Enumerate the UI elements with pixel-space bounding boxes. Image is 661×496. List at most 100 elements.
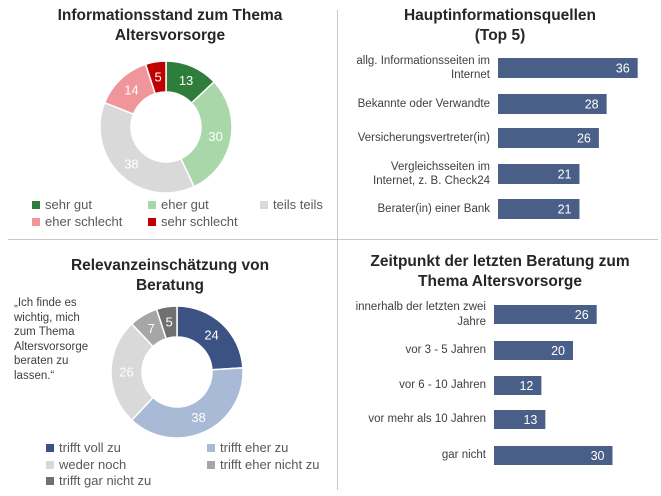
relevanz-title-line1: Relevanzeinschätzung von [70, 257, 270, 274]
legend-label: eher schlecht [45, 214, 123, 229]
legend-label: sehr gut [45, 197, 92, 212]
bar-value-label: 21 [558, 203, 572, 217]
donut-slice-trifft-eher-zu [130, 367, 244, 439]
bar-berater-in-einer-bank [498, 199, 580, 219]
donut-label-eher-schlecht: 14 [124, 83, 138, 98]
bar-value-label: 20 [551, 344, 565, 358]
relevanz-title-line2: Beratung [135, 277, 205, 294]
donut-label-trifft-eher-zu: 38 [191, 410, 205, 425]
legend-item-sehr-gut: sehr gut [32, 197, 92, 213]
legend-label: weder noch [59, 457, 127, 472]
donut-slice-eher-gut [179, 80, 233, 188]
legend-item-teils-teils: teils teils [260, 197, 323, 213]
legend-label: trifft voll zu [59, 440, 121, 455]
legend-item-sehr-schlecht: sehr schlecht [148, 214, 238, 230]
legend-item-weder-noch: weder noch [46, 457, 126, 473]
legend-label: trifft eher zu [220, 440, 289, 455]
bar-category-label-line: Bekannte oder Verwandte [357, 97, 490, 110]
legend-item-eher-gut: eher gut [148, 197, 209, 213]
bar-value-label: 28 [585, 98, 599, 112]
bar-value-label: 36 [616, 62, 630, 76]
bar-category-label-line: Berater(in) einer Bank [377, 202, 491, 215]
bar-value-label: 26 [577, 132, 591, 146]
bar-category-label-line: innerhalb der letzten zwei [355, 301, 486, 313]
bar-category-label: vor 6 - 10 Jahren [340, 378, 486, 393]
bar-category-label: Bekannte oder Verwandte [340, 97, 490, 112]
donut-label-teils-teils: 38 [124, 156, 138, 171]
bar-category-label-line: Versicherungsvertreter(in) [357, 131, 490, 144]
legend-swatch [260, 200, 268, 209]
bar-allg-informationsseiten-im-internet [498, 58, 638, 78]
legend-item-trifft-gar-nicht-zu: trifft gar nicht zu [46, 473, 151, 489]
bar-vor-mehr-als-10-jahren [494, 410, 546, 429]
info-chart-title: Informationsstand zum Thema Altersvorsor… [10, 6, 330, 46]
legend-label: sehr schlecht [161, 214, 238, 229]
bar-value-label: 26 [575, 308, 589, 322]
bar-category-label: gar nicht [340, 448, 486, 463]
legend-swatch [148, 217, 156, 226]
legend-label: eher gut [161, 197, 209, 212]
legend-swatch [46, 476, 54, 485]
donut-slice-sehr-schlecht [144, 60, 167, 95]
legend-item-trifft-voll-zu: trifft voll zu [46, 440, 121, 456]
legend-item-trifft-eher-nicht-zu: trifft eher nicht zu [207, 457, 319, 473]
vertical-divider [337, 10, 338, 490]
bar-bekannte-oder-verwandte [498, 94, 607, 114]
zeitpunkt-title-line2: Thema Altersvorsorge [418, 273, 582, 290]
bar-versicherungsvertreter-in [498, 128, 599, 148]
info-title-line1: Informationsstand zum Thema [57, 7, 283, 24]
horizontal-divider [8, 239, 658, 240]
legend-label: trifft eher nicht zu [220, 457, 320, 472]
bar-value-label: 12 [519, 379, 533, 393]
donut-label-trifft-voll-zu: 24 [204, 328, 218, 343]
legend-swatch [46, 443, 54, 452]
legend-label: teils teils [273, 197, 323, 212]
bar-category-label: vor mehr als 10 Jahren [340, 412, 486, 427]
bar-category-label-line: vor mehr als 10 Jahren [368, 413, 486, 426]
donut-label-trifft-eher-nicht-zu: 7 [148, 321, 155, 336]
bar-category-label: innerhalb der letzten zwei Jahre [340, 300, 486, 329]
bar-category-label: Berater(in) einer Bank [340, 202, 491, 217]
legend-swatch [207, 460, 215, 469]
bar-innerhalb-der-letzten-zwei-jahre [494, 305, 597, 324]
bar-category-label-line: Jahre [457, 315, 486, 328]
legend-label: trifft gar nicht zu [59, 473, 152, 488]
zeitpunkt-chart-title: Zeitpunkt der letzten Beratung zum Thema… [345, 252, 655, 292]
donut-slice-teils-teils [99, 101, 196, 194]
quellen-title-line2: (Top 5) [474, 27, 526, 44]
bar-gar-nicht [494, 446, 613, 465]
legend-swatch [46, 460, 54, 469]
legend-swatch [148, 200, 156, 209]
bar-category-label-line: vor 6 - 10 Jahren [399, 379, 486, 392]
bar-vor-6-10-jahren [494, 376, 542, 395]
relevanz-chart-title: Relevanzeinschätzung von Beratung [10, 256, 330, 296]
bar-value-label: 30 [591, 449, 605, 463]
legend-swatch [32, 200, 40, 209]
bar-value-label: 21 [558, 168, 572, 182]
bar-category-label-line: Internet [451, 69, 490, 81]
bar-category-label: Versicherungsvertreter(in) [340, 131, 490, 146]
bar-value-label: 13 [523, 413, 537, 427]
bar-category-label-line: gar nicht [441, 449, 486, 462]
bar-category-label-line: Internet, z. B. Check24 [373, 175, 490, 187]
donut-label-sehr-gut: 13 [179, 73, 193, 88]
zeitpunkt-title-line1: Zeitpunkt der letzten Beratung zum [370, 253, 630, 270]
bar-vergleichsseiten-im-internet-z-b-check24 [498, 164, 580, 184]
donut-slice-trifft-gar-nicht-zu [155, 305, 178, 340]
legend-swatch [207, 443, 215, 452]
relevanz-quote: „Ich finde es wichtig, mich zum Thema Al… [14, 297, 89, 382]
legend-item-trifft-eher-zu: trifft eher zu [207, 440, 288, 456]
donut-label-eher-gut: 30 [208, 129, 222, 144]
donut-label-trifft-gar-nicht-zu: 5 [165, 315, 172, 330]
bar-category-label-line: Vergleichsseiten im [390, 160, 490, 173]
bar-category-label: allg. Informationsseiten im Internet [340, 54, 490, 83]
bar-category-label-line: vor 3 - 5 Jahren [405, 344, 486, 357]
quellen-chart-title: Hauptinformationsquellen (Top 5) [345, 6, 655, 46]
info-title-line2: Altersvorsorge [114, 27, 226, 44]
bar-category-label-line: allg. Informationsseiten im [356, 54, 490, 67]
donut-label-weder-noch: 26 [119, 365, 133, 380]
